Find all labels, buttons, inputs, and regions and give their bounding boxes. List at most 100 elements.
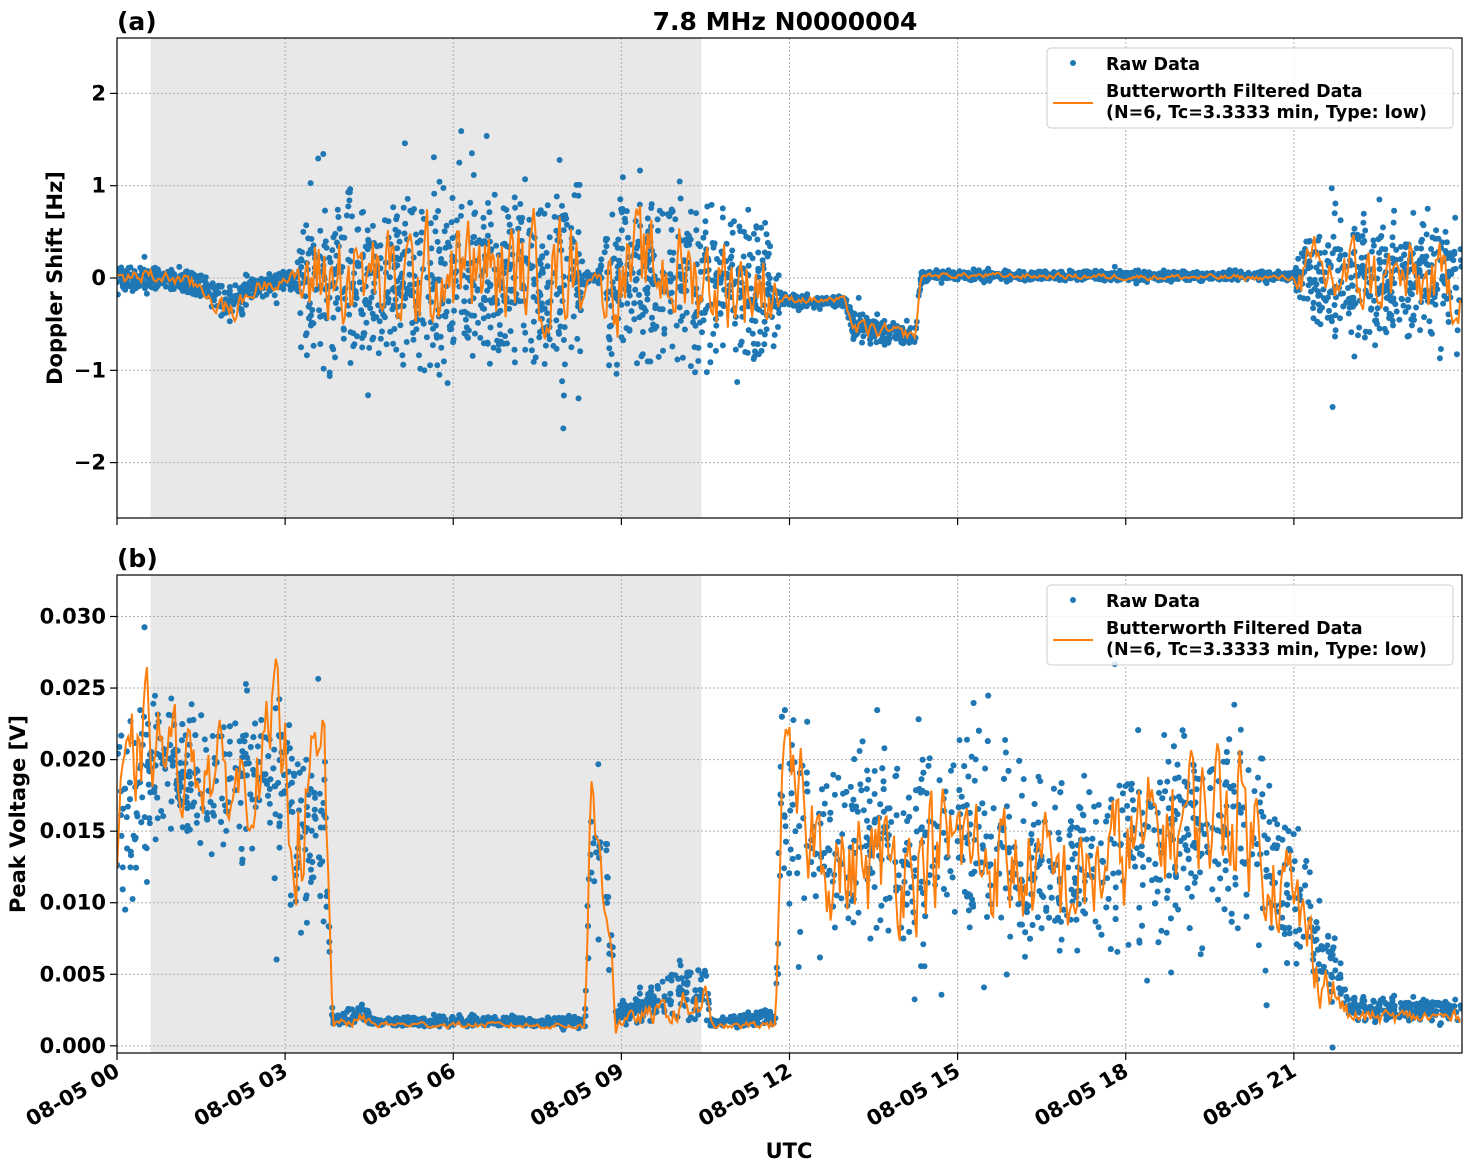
raw-data-point	[119, 864, 126, 871]
raw-data-point	[1002, 737, 1009, 743]
raw-data-point	[485, 313, 492, 320]
raw-data-point	[1458, 263, 1462, 270]
raw-data-point	[1129, 797, 1136, 804]
raw-data-point	[1435, 235, 1442, 242]
raw-data-point	[544, 263, 551, 270]
raw-data-point	[771, 331, 778, 338]
raw-data-point	[699, 329, 705, 336]
raw-data-point	[356, 279, 363, 286]
raw-data-point	[131, 280, 138, 287]
raw-data-point	[1368, 305, 1375, 312]
raw-data-point	[1300, 295, 1307, 302]
raw-data-point	[250, 280, 257, 287]
raw-data-point	[732, 346, 739, 353]
raw-data-point	[1410, 209, 1417, 216]
raw-data-point	[1223, 779, 1230, 786]
raw-data-point	[370, 315, 377, 322]
raw-data-point	[352, 290, 359, 297]
raw-data-point	[487, 324, 494, 331]
raw-data-point	[1390, 219, 1397, 226]
raw-data-point	[1390, 295, 1397, 302]
raw-data-point	[122, 286, 129, 293]
raw-data-point	[608, 351, 615, 357]
raw-data-point	[1376, 249, 1383, 256]
raw-data-point	[413, 326, 420, 333]
raw-data-point	[801, 302, 808, 309]
raw-data-point	[461, 298, 468, 305]
raw-data-point	[1340, 303, 1347, 310]
raw-data-point	[695, 344, 702, 351]
raw-data-point	[480, 214, 487, 221]
raw-data-point	[232, 298, 239, 305]
raw-data-point	[1418, 245, 1425, 252]
raw-data-point	[482, 297, 489, 304]
raw-data-point	[613, 370, 620, 377]
raw-data-point	[556, 285, 563, 292]
raw-data-point	[1332, 967, 1339, 974]
raw-data-point	[123, 814, 130, 821]
raw-data-point	[631, 300, 638, 307]
raw-data-point	[218, 283, 225, 290]
raw-data-point	[1447, 250, 1454, 257]
raw-data-point	[416, 352, 422, 359]
raw-data-point	[383, 341, 390, 348]
raw-data-point	[1316, 233, 1323, 240]
raw-data-point	[1360, 210, 1367, 217]
raw-data-point	[303, 756, 310, 763]
raw-data-point	[926, 755, 933, 762]
raw-data-point	[1349, 282, 1356, 289]
raw-data-point	[483, 133, 490, 139]
raw-data-point	[379, 328, 385, 335]
raw-data-point	[1321, 249, 1328, 256]
raw-data-point	[377, 335, 384, 342]
raw-data-point	[355, 226, 362, 233]
raw-data-point	[557, 323, 564, 330]
raw-data-point	[158, 808, 165, 814]
raw-data-point	[1293, 960, 1300, 967]
raw-data-point	[984, 914, 990, 920]
raw-data-point	[617, 196, 624, 203]
raw-data-point	[1428, 330, 1435, 337]
raw-data-point	[449, 320, 456, 327]
raw-data-point	[435, 208, 442, 214]
raw-data-point	[1398, 295, 1405, 302]
raw-data-point	[557, 307, 564, 314]
raw-data-point	[1337, 217, 1344, 224]
raw-data-point	[745, 327, 752, 334]
raw-data-point	[632, 286, 639, 293]
raw-data-point	[468, 150, 475, 157]
raw-data-point	[672, 216, 679, 223]
raw-data-point	[1385, 295, 1392, 302]
raw-data-point	[1130, 855, 1137, 862]
raw-data-point	[782, 298, 789, 305]
raw-data-point	[1370, 242, 1377, 249]
raw-data-point	[152, 836, 159, 843]
raw-data-point	[712, 347, 719, 354]
raw-data-point	[1407, 280, 1413, 286]
raw-data-point	[154, 267, 161, 274]
raw-data-point	[451, 307, 457, 314]
raw-data-point	[1335, 267, 1341, 274]
raw-data-point	[831, 924, 838, 931]
raw-data-point	[1436, 355, 1443, 362]
raw-data-point	[695, 241, 702, 247]
raw-data-point	[579, 258, 586, 265]
raw-data-point	[742, 349, 749, 355]
raw-data-point	[505, 213, 512, 220]
raw-data-point	[1383, 306, 1389, 312]
raw-data-point	[365, 392, 372, 399]
raw-data-point	[474, 286, 481, 293]
raw-data-point	[450, 336, 457, 343]
raw-data-point	[615, 236, 622, 243]
raw-data-point	[1047, 884, 1054, 891]
raw-data-point	[653, 323, 660, 330]
raw-data-point	[626, 326, 633, 333]
raw-data-point	[1164, 895, 1170, 902]
raw-data-point	[198, 272, 205, 279]
raw-data-point	[539, 254, 546, 261]
raw-data-point	[1124, 802, 1131, 809]
raw-data-point	[1350, 298, 1357, 305]
raw-data-point	[625, 287, 632, 294]
raw-data-point	[1328, 314, 1335, 321]
raw-data-point	[1428, 246, 1435, 252]
